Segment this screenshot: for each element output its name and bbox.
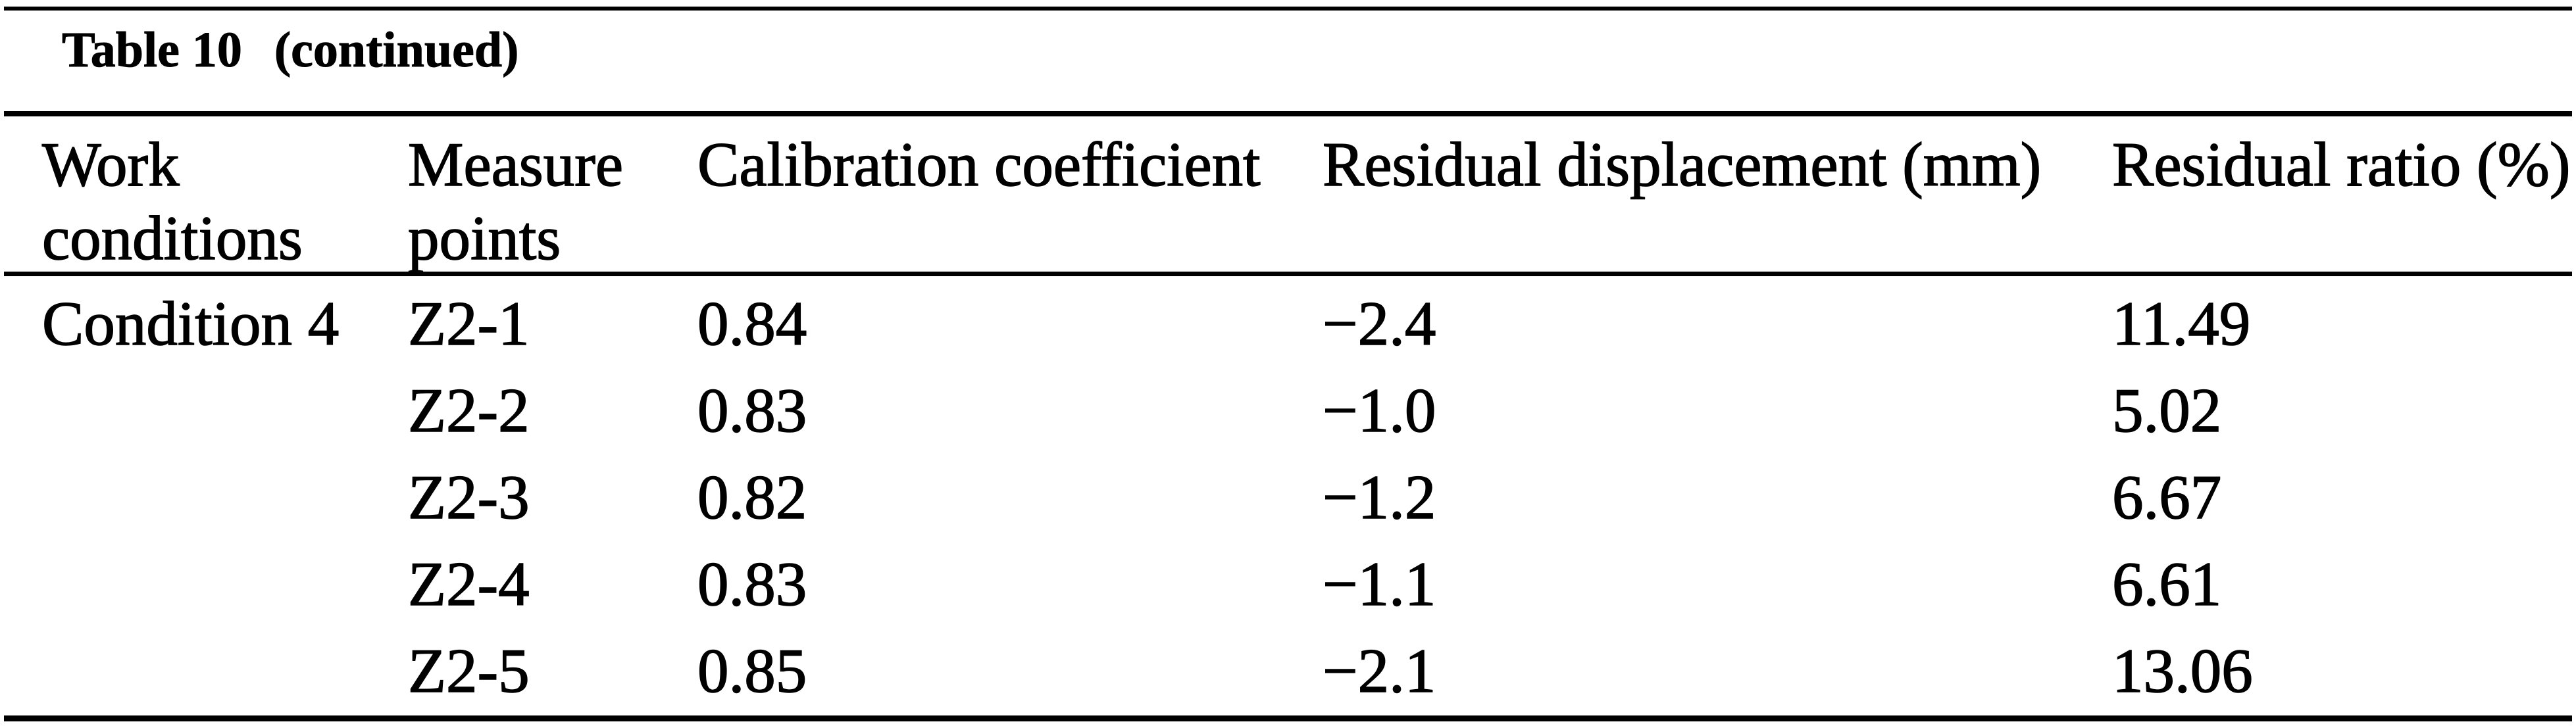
cell-calibration-coefficient: 0.84 xyxy=(697,289,807,358)
table-row: Z2-5 0.85 −2.1 13.06 xyxy=(0,623,2576,710)
column-header-line: points xyxy=(407,203,561,274)
column-header-measure-points: Measure points xyxy=(407,116,697,276)
cell-residual-ratio: 11.49 xyxy=(2111,289,2251,358)
top-rule xyxy=(4,7,2572,11)
cell-measure-point: Z2-2 xyxy=(407,375,530,445)
cell-measure-point: Z2-4 xyxy=(407,549,530,619)
cell-work-condition: Condition 4 xyxy=(41,289,340,358)
cell-residual-displacement: −1.0 xyxy=(1322,375,1436,445)
cell-calibration-coefficient: 0.85 xyxy=(697,636,807,706)
cell-residual-ratio: 6.61 xyxy=(2111,549,2222,619)
cell-measure-point: Z2-3 xyxy=(407,462,530,532)
cell-residual-ratio: 5.02 xyxy=(2111,375,2222,445)
table-caption-number: Table 10 xyxy=(62,22,243,78)
table-header-row: Work conditions Measure points Calibrati… xyxy=(0,116,2576,276)
data-table: Work conditions Measure points Calibrati… xyxy=(0,116,2576,710)
bottom-rule xyxy=(4,715,2572,721)
cell-residual-displacement: −1.1 xyxy=(1322,549,1436,619)
cell-work-condition xyxy=(0,537,408,623)
table-caption-continued: (continued) xyxy=(274,22,519,78)
cell-work-condition xyxy=(0,450,408,537)
cell-residual-displacement: −2.1 xyxy=(1322,636,1436,706)
column-header-calibration-coefficient: Calibration coefficient xyxy=(697,129,1261,200)
cell-work-condition xyxy=(0,363,408,450)
cell-measure-point: Z2-5 xyxy=(407,636,530,706)
caption-divider-rule xyxy=(4,111,2572,116)
header-divider-rule xyxy=(4,272,2572,276)
cell-residual-ratio: 13.06 xyxy=(2111,636,2253,706)
cell-work-condition xyxy=(0,623,408,710)
cell-calibration-coefficient: 0.83 xyxy=(697,375,807,445)
column-header-residual-displacement: Residual displacement (mm) xyxy=(1322,129,2042,200)
cell-residual-displacement: −1.2 xyxy=(1322,462,1436,532)
table-row: Condition 4 Z2-1 0.84 −2.4 11.49 xyxy=(0,276,2576,363)
table-row: Z2-4 0.83 −1.1 6.61 xyxy=(0,537,2576,623)
cell-residual-ratio: 6.67 xyxy=(2111,462,2222,532)
cell-measure-point: Z2-1 xyxy=(407,289,530,358)
table-row: Z2-3 0.82 −1.2 6.67 xyxy=(0,450,2576,537)
column-header-residual-ratio: Residual ratio (%) xyxy=(2111,129,2571,200)
column-header-line: Work xyxy=(41,129,180,200)
cell-calibration-coefficient: 0.83 xyxy=(697,549,807,619)
cell-calibration-coefficient: 0.82 xyxy=(697,462,807,532)
cell-residual-displacement: −2.4 xyxy=(1322,289,1436,358)
column-header-line: Measure xyxy=(407,129,624,200)
table-caption: Table 10 (continued) xyxy=(62,22,519,78)
column-header-line: conditions xyxy=(41,203,303,274)
table-row: Z2-2 0.83 −1.0 5.02 xyxy=(0,363,2576,450)
column-header-work-conditions: Work conditions xyxy=(0,116,408,276)
